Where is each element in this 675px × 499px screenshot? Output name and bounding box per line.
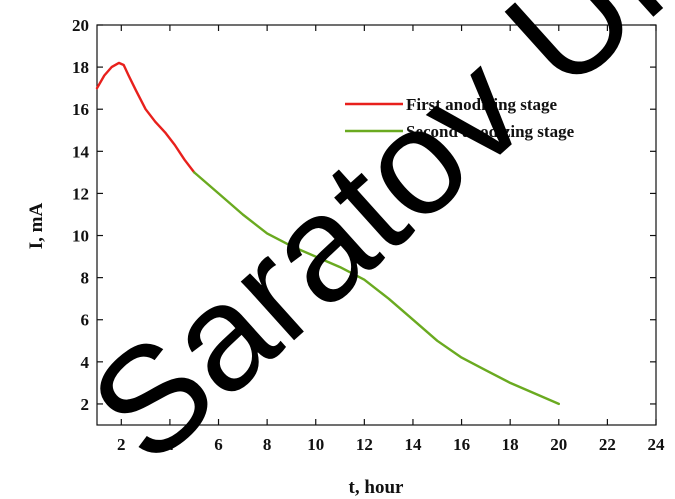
y-tick-label-4: 4	[81, 353, 90, 372]
y-axis-label: I, mA	[26, 203, 47, 250]
x-tick-label-10: 10	[307, 435, 324, 454]
x-tick-label-8: 8	[263, 435, 272, 454]
x-axis-label: t, hour	[349, 477, 404, 498]
y-tick-label-6: 6	[81, 311, 90, 330]
x-tick-label-24: 24	[648, 435, 666, 454]
y-tick-label-20: 20	[72, 16, 89, 35]
legend-label-first: First anodizing stage	[406, 95, 558, 114]
series-layer	[95, 61, 560, 406]
y-tick-label-2: 2	[81, 395, 90, 414]
x-tick-label-12: 12	[356, 435, 373, 454]
y-tick-label-10: 10	[72, 227, 89, 246]
x-tick-label-22: 22	[599, 435, 616, 454]
y-tick-label-12: 12	[72, 184, 89, 203]
x-tick-label-20: 20	[550, 435, 567, 454]
y-tick-label-18: 18	[72, 58, 89, 77]
x-tick-label-4: 4	[166, 435, 175, 454]
axis-ticks	[97, 24, 657, 425]
x-tick-label-14: 14	[404, 435, 422, 454]
y-tick-label-8: 8	[81, 269, 90, 288]
legend: First anodizing stage Second anodizing s…	[345, 95, 575, 141]
y-tick-label-14: 14	[72, 142, 90, 161]
y-tick-label-16: 16	[72, 100, 89, 119]
x-tick-label-6: 6	[214, 435, 223, 454]
x-tick-label-2: 2	[117, 435, 126, 454]
plot-frame	[96, 24, 657, 426]
series-line-first	[95, 61, 196, 174]
x-tick-label-18: 18	[502, 435, 519, 454]
series-line-second	[192, 171, 560, 406]
legend-label-second: Second anodizing stage	[406, 122, 575, 141]
x-tick-label-16: 16	[453, 435, 470, 454]
